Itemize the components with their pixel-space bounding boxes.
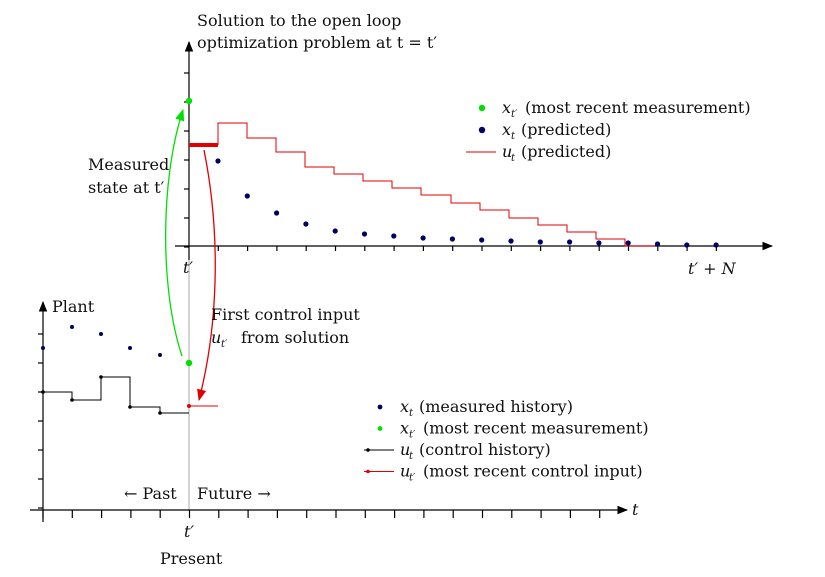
top-x-ticks (217, 246, 718, 251)
predicted-state-dot (274, 210, 280, 216)
top-axes (175, 40, 774, 260)
measured-history-dot (41, 346, 45, 350)
measured-history-dots (41, 325, 162, 357)
measured-label-line1: Measured (88, 155, 169, 174)
legend-subscript: t (409, 451, 414, 462)
legend-symbol: u (502, 142, 512, 161)
control-label-line2: from solution (241, 328, 349, 347)
legend-swatch (377, 426, 383, 431)
legend-symbol: u (400, 462, 410, 481)
measured-history-dot (128, 346, 132, 350)
predicted-state-dot (244, 193, 250, 199)
predicted-control-staircase (217, 122, 655, 247)
legend-swatch-dot (366, 469, 370, 474)
predicted-state-dots (215, 158, 719, 248)
most-recent-control-point (187, 404, 191, 408)
legend-subscript: t (511, 131, 516, 142)
predicted-state-dot (361, 231, 368, 237)
predicted-state-dot (303, 221, 309, 227)
legend-text: (predicted) (521, 142, 611, 161)
legend-symbol: x (502, 98, 511, 117)
legend-text: (control history) (419, 440, 551, 459)
t-axis-label: t (632, 500, 639, 519)
legend-subscript: t′ (511, 109, 518, 120)
predicted-state-dot (537, 239, 543, 245)
control-label-line1: First control input (211, 305, 360, 324)
most-recent-measurement-top (185, 97, 193, 105)
bottom-t-prime-label: t′ (184, 522, 194, 541)
predicted-state-dot (332, 228, 338, 234)
plant-label: Plant (52, 297, 95, 316)
legend-text: (predicted) (521, 120, 611, 139)
legend-symbol: x (400, 397, 409, 416)
past-label: ← Past (124, 484, 177, 503)
predicted-state-dot (684, 242, 690, 248)
measured-label-line2: state at t′ (88, 178, 165, 197)
control-label-var: u (211, 328, 221, 347)
measured-history-dot (70, 325, 74, 329)
legend-subscript: t′ (409, 473, 416, 484)
control-history-points (41, 375, 162, 415)
control-history-staircase (43, 376, 189, 414)
control-history-point (128, 405, 132, 409)
top-t-prime-label: t′ (183, 258, 193, 277)
predicted-state-dot (654, 241, 661, 247)
title-line2: optimization problem at t = t′ (197, 33, 437, 52)
predicted-state-dot (625, 240, 631, 246)
bottom-axes (30, 300, 629, 522)
predicted-state-dot (508, 238, 514, 244)
legend-text: (measured history) (419, 397, 573, 416)
control-history-point (158, 411, 162, 415)
legend-swatch-dot (366, 448, 370, 452)
legend-symbol: x (400, 419, 409, 438)
legend-top: x t′ (most recent measurement)x t (predicted… (466, 98, 751, 164)
control-history-point (70, 398, 74, 402)
first-control-arrow (197, 149, 216, 402)
legend-swatch (377, 404, 383, 410)
predicted-state-dot (215, 158, 221, 164)
control-history-point (99, 375, 103, 379)
future-label: Future → (197, 484, 271, 503)
legend-symbol: x (502, 120, 511, 139)
t-prime-plus-n-label: t′ + N (688, 259, 737, 278)
legend-swatch (478, 104, 486, 112)
legend-text: (most recent measurement) (423, 419, 649, 438)
most-recent-measurement-bottom (185, 359, 193, 367)
predicted-state-dot (479, 237, 485, 243)
predicted-state-dot (420, 235, 426, 241)
bottom-x-ticks (42, 510, 601, 518)
legend-subscript: t (409, 408, 414, 419)
title-line1: Solution to the open loop (197, 11, 401, 30)
predicted-state-dot (596, 240, 602, 246)
bottom-y-ticks (38, 333, 43, 509)
predicted-state-dot (713, 242, 719, 248)
measured-state-arrow (164, 108, 185, 357)
legend-swatch (478, 126, 486, 134)
legend-bottom: x t (measured history)x t′ (most recent meas… (364, 397, 649, 484)
legend-text: (most recent measurement) (525, 98, 751, 117)
predicted-state-dot (391, 233, 397, 239)
legend-subscript: t (511, 153, 516, 164)
measured-history-dot (158, 353, 162, 357)
control-label-sub: t′ (221, 339, 228, 350)
predicted-state-dot (567, 239, 573, 245)
measured-history-dot (99, 332, 103, 336)
legend-text: (most recent control input) (423, 462, 643, 481)
predicted-state-dot (449, 236, 455, 242)
present-label: Present (160, 549, 223, 568)
legend-symbol: u (400, 440, 410, 459)
control-history-point (41, 390, 45, 394)
legend-subscript: t′ (409, 430, 416, 441)
